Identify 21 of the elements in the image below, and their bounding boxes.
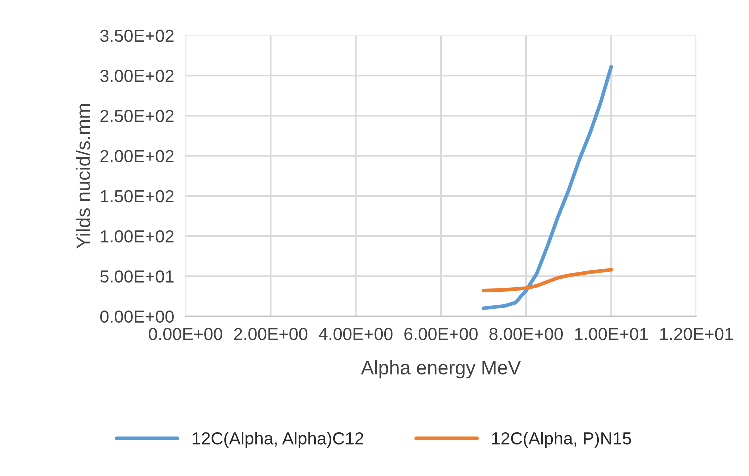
y-tick-label: 3.00E+02 (100, 70, 174, 82)
x-tick-label: 6.00E+00 (404, 328, 478, 340)
x-tick-label: 1.20E+01 (660, 328, 734, 340)
y-axis-title: Yilds nucid/s.mm (76, 104, 90, 249)
y-tick-label: 2.50E+02 (100, 110, 174, 122)
y-tick-label: 2.00E+02 (100, 150, 174, 163)
x-tick-label: 8.00E+00 (490, 328, 564, 340)
y-tick-label: 5.00E+01 (100, 270, 174, 283)
x-tick-label: 1.00E+01 (575, 328, 648, 340)
y-tick-label: 1.00E+02 (101, 230, 174, 243)
x-tick-label: 2.00E+00 (234, 328, 308, 340)
x-tick-label: 0.00E+00 (149, 328, 222, 340)
line-series (482, 268, 614, 293)
y-tick-label: 1.50E+02 (101, 190, 174, 203)
x-tick-label: 4.00E+00 (319, 328, 393, 340)
legend-label: 12C(Alpha, P)N15 (492, 432, 632, 448)
x-axis-title: Alpha energy MeV (361, 360, 522, 379)
legend-label: 12C(Alpha, Alpha)C12 (192, 432, 364, 448)
line-series (482, 65, 614, 310)
y-tick-label: 3.50E+02 (100, 30, 174, 42)
y-tick-label: 0.00E+00 (100, 310, 174, 323)
